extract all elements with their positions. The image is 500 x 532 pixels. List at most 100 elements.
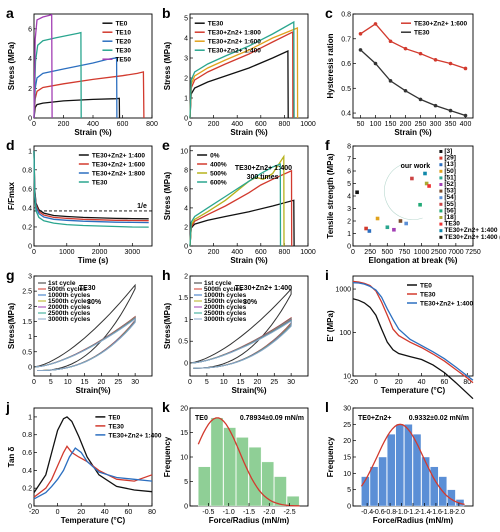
legend-label: 0% — [210, 153, 220, 160]
legend-label: [50] — [444, 168, 456, 175]
y-tick-label: 2 — [347, 219, 351, 226]
series-line — [352, 282, 474, 381]
y-axis-label: Tan δ — [7, 447, 16, 468]
x-tick-label: 0 — [56, 509, 60, 516]
legend-label: TE30 — [414, 30, 430, 37]
y-tick-label: 0.6 — [22, 186, 32, 193]
legend-label: 1500th cycles — [48, 298, 91, 305]
data-point — [355, 190, 359, 195]
legend-label: 600% — [210, 180, 227, 187]
x-tick-label: 400 — [231, 249, 243, 256]
data-point — [398, 219, 403, 223]
y-tick-label: 0.5 — [22, 349, 32, 356]
x-tick-label: 25 — [114, 379, 122, 386]
annotation: 0.9332±0.02 mN/m — [409, 415, 469, 422]
x-tick-label: 20 — [395, 379, 403, 386]
y-tick-label: 1.5 — [178, 295, 188, 302]
x-tick-label: 1000 — [59, 249, 75, 256]
x-tick-label: -2.0 — [453, 509, 465, 516]
y-axis-label: Hysteresis ration — [326, 33, 335, 98]
y-tick-label: 1.5 — [22, 319, 32, 326]
y-tick-label: 1 — [28, 148, 32, 155]
x-tick-label: 0 — [188, 249, 192, 256]
y-tick-label: 2 — [184, 274, 188, 281]
legend-swatch — [439, 176, 443, 180]
x-tick-label: 25 — [270, 379, 278, 386]
legend-label: TE30+Zn2+ 1:400 — [108, 432, 161, 439]
x-axis-label: Strain (%) — [230, 128, 268, 137]
panel-letter: c — [325, 5, 333, 21]
data-point — [463, 113, 468, 118]
data-point — [433, 103, 438, 108]
legend-label: [3] — [444, 148, 452, 155]
legend-swatch — [439, 156, 443, 160]
y-tick-label: 0 — [184, 244, 188, 251]
y-tick-label: 6 — [28, 26, 32, 33]
legend-swatch — [439, 163, 443, 167]
data-point — [448, 61, 453, 66]
histogram-bar — [261, 461, 274, 507]
x-tick-label: -1.0 — [396, 509, 408, 516]
x-tick-label: -0.4 — [361, 509, 373, 516]
data-point — [388, 79, 393, 83]
y-tick-label: 10 — [180, 148, 188, 155]
x-tick-label: 80 — [148, 509, 156, 516]
y-tick-label: 5 — [184, 16, 188, 23]
x-tick-label: 20 — [254, 379, 262, 386]
y-tick-label: 2 — [184, 76, 188, 83]
y-tick-label: 2.5 — [22, 289, 32, 296]
y-tick-label: 1 — [184, 317, 188, 324]
y-tick-label: 3 — [28, 274, 32, 281]
series-line — [33, 71, 145, 119]
data-point — [418, 202, 422, 207]
legend-label: TE30+Zn2+ 1:400 — [208, 48, 261, 55]
legend-label: TE30 — [108, 423, 124, 430]
annotation: 30% — [243, 299, 258, 306]
histogram-bar — [210, 417, 224, 507]
x-tick-label: 20 — [77, 509, 85, 516]
x-tick-label: 0 — [32, 249, 36, 256]
annotation: 30% — [87, 299, 102, 306]
legend-label: 1000th cycles — [48, 292, 91, 299]
legend-swatch — [439, 229, 443, 233]
y-tick-label: 5 — [184, 479, 188, 486]
x-tick-label: 30 — [287, 379, 295, 386]
series-line — [189, 49, 289, 119]
legend-label: 1st cycle — [204, 280, 232, 287]
plot-frame — [189, 145, 309, 247]
x-tick-label: 5 — [205, 379, 209, 386]
legend-label: 500th cycles — [204, 286, 243, 293]
panel-c: c 50 100 150 200 250 300 350 400 0.4 0.5 0.6 0.7 0.8 S… — [325, 5, 474, 137]
histogram-bar — [248, 447, 262, 507]
y-tick-label: 5 — [347, 181, 351, 188]
data-point — [463, 66, 468, 71]
data-point — [375, 216, 380, 221]
x-tick-label: 200 — [58, 121, 70, 128]
legend-label: [29] — [444, 155, 456, 162]
x-tick-label: 1000 — [300, 121, 316, 128]
series-line — [189, 27, 299, 119]
x-tick-label: 0 — [351, 249, 355, 256]
y-tick-label: 8 — [347, 144, 351, 151]
y-tick-label: 4 — [184, 205, 188, 212]
y-tick-label: 0.5 — [178, 339, 188, 346]
x-axis-label: Strain (%) — [394, 128, 432, 137]
cycle-loop — [35, 317, 136, 371]
y-axis-label: F/Fmax — [7, 181, 16, 210]
y-axis-label: Tensile strength (MPa) — [326, 153, 335, 239]
x-tick-label: 7000 — [448, 249, 464, 256]
x-tick-label: 500 — [381, 249, 393, 256]
x-tick-label: 60 — [125, 509, 133, 516]
legend-label: 2500th cycles — [204, 310, 247, 317]
x-axis-label: Force/Radius (mN/m) — [373, 516, 454, 525]
y-tick-label: 2 — [28, 86, 32, 93]
fit-curve — [360, 423, 465, 506]
panel-k: k 0 5 10 15 20 -0.5 -1.0 -1.5 -2.0 -2.5Force/Radiu… — [162, 399, 309, 525]
y-tick-label: 2 — [184, 224, 188, 231]
y-tick-label: 2 — [28, 304, 32, 311]
panel-b: b 0 200 400 600 800 1000 0 1 2 3 4 5 Strain (%) Stress… — [162, 5, 316, 137]
data-point — [367, 229, 372, 233]
histogram-bar — [274, 476, 287, 507]
x-axis-label: Strain (%) — [74, 128, 112, 137]
